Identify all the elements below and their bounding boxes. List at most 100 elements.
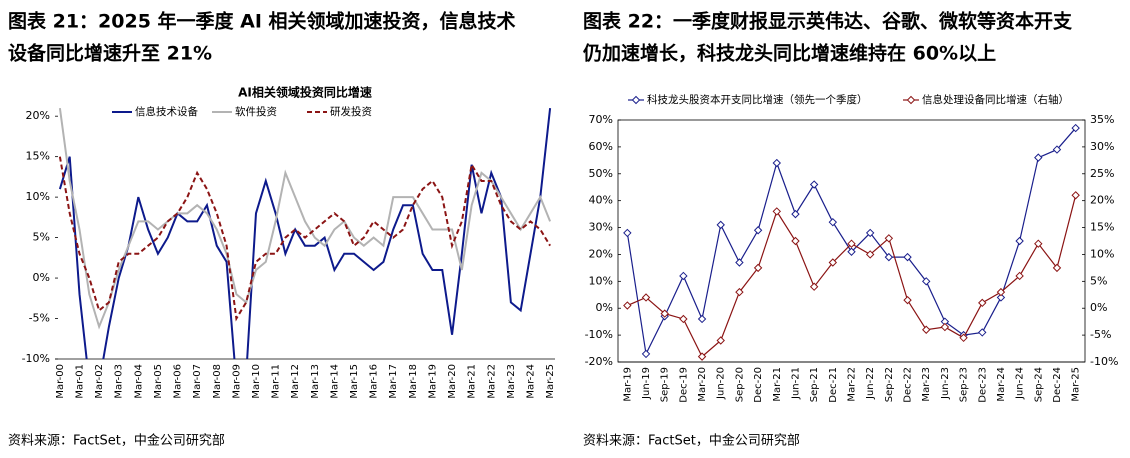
series-line (58, 107, 552, 330)
y2-tick-label: 35% (1090, 113, 1114, 126)
y2-tick-label: 25% (1090, 167, 1114, 180)
series-marker (697, 314, 707, 324)
y2-tick-label: -10% (1090, 355, 1118, 368)
series-marker (847, 239, 856, 248)
series-marker (828, 258, 838, 267)
series-marker (1052, 263, 1062, 273)
y-tick-label: 10% (589, 274, 613, 287)
x-tick-label: Mar-03 (114, 364, 125, 399)
y2-tick-label: 30% (1090, 140, 1114, 153)
y-tick-label: 50% (589, 167, 613, 180)
y2-tick-label: 0% (1090, 301, 1107, 314)
x-tick-label: Mar-17 (388, 364, 399, 399)
x-tick-label: Mar-15 (349, 364, 360, 399)
source: 资料来源：FactSet，中金公司研究部 (8, 433, 225, 449)
series-marker (623, 301, 632, 310)
y-tick-label: 0% (33, 271, 50, 284)
series-marker (1071, 123, 1080, 133)
source: 资料来源：FactSet，中金公司研究部 (583, 433, 800, 449)
series-marker (903, 252, 912, 262)
x-tick-label: Mar-00 (55, 364, 66, 399)
y-tick-label: 10% (26, 190, 50, 203)
series-marker (679, 271, 688, 281)
x-tick-label: Mar-06 (173, 364, 184, 399)
x-tick-label: Sep-23 (959, 367, 970, 402)
y2-tick-label: 20% (1090, 194, 1114, 207)
y2-tick-label: -5% (1090, 328, 1111, 341)
y2-tick-label: 10% (1090, 247, 1114, 260)
chart-title: AI相关领域投资同比增速 (238, 85, 372, 100)
x-tick-label: Mar-16 (369, 364, 380, 399)
legend-label: 信息处理设备同比增速（右轴） (922, 93, 1069, 106)
series-marker (847, 247, 856, 256)
x-tick-label: Mar-22 (486, 364, 497, 399)
series-marker (791, 209, 800, 219)
x-tick-label: Mar-22 (847, 367, 858, 402)
x-tick-label: Mar-01 (75, 364, 86, 399)
series-marker (1071, 191, 1080, 200)
series-marker (809, 282, 819, 291)
x-tick-label: Mar-23 (921, 367, 932, 402)
series-marker (903, 295, 912, 305)
series-marker (641, 349, 651, 359)
series-marker (884, 234, 894, 243)
heading: 图表 21：2025 年一季度 AI 相关领域加速投资，信息技术 (8, 10, 516, 33)
series-marker (753, 226, 763, 235)
legend-label: 研发投资 (330, 105, 372, 118)
series-marker (716, 336, 725, 345)
series-marker (735, 287, 744, 297)
y-tick-label: -5% (29, 312, 50, 325)
x-tick-label: Mar-19 (622, 367, 633, 402)
x-tick-label: Mar-24 (996, 367, 1007, 402)
x-tick-label: Jun-19 (641, 367, 652, 400)
series-marker (865, 250, 875, 259)
series-marker (716, 220, 725, 230)
series-marker (735, 258, 744, 267)
x-tick-label: Jun-21 (790, 367, 801, 400)
legend-marker (631, 95, 641, 105)
x-tick-label: Dec-22 (903, 367, 914, 403)
series-marker (660, 309, 669, 318)
legend-marker (906, 95, 916, 105)
x-tick-label: Mar-14 (329, 364, 340, 399)
x-tick-label: Dec-24 (1052, 367, 1063, 403)
x-tick-label: Mar-10 (251, 364, 262, 399)
series-line (58, 156, 551, 322)
series-line (58, 107, 552, 359)
series-marker (865, 228, 875, 238)
y-tick-label: 70% (589, 113, 613, 126)
x-tick-label: Mar-21 (772, 367, 783, 402)
series-marker (679, 314, 688, 324)
series-marker (959, 333, 968, 343)
y2-tick-label: 5% (1090, 274, 1107, 287)
x-tick-label: Mar-12 (290, 364, 301, 399)
y-tick-label: -10% (585, 328, 613, 341)
series-marker (791, 236, 800, 246)
series-marker (1052, 145, 1062, 154)
y2-tick-label: 15% (1090, 221, 1114, 234)
x-tick-label: Mar-08 (212, 364, 223, 399)
x-tick-label: Mar-21 (467, 364, 478, 399)
x-tick-label: Mar-09 (231, 364, 242, 399)
y-tick-label: 20% (26, 109, 50, 122)
series-marker (1034, 153, 1043, 162)
series-marker (1015, 236, 1024, 246)
x-tick-label: Mar-24 (525, 364, 536, 399)
x-tick-label: Sep-19 (660, 367, 671, 402)
y-tick-label: -20% (585, 355, 613, 368)
series-marker (884, 252, 894, 262)
x-tick-label: Mar-07 (192, 364, 203, 399)
x-tick-label: Mar-05 (153, 364, 164, 399)
legend-label: 软件投资 (235, 105, 277, 118)
y-tick-label: 60% (589, 140, 613, 153)
x-tick-label: Mar-19 (427, 364, 438, 399)
series-marker (978, 298, 987, 308)
series-marker (623, 228, 632, 238)
y-tick-label: 30% (589, 221, 613, 234)
series-marker (809, 180, 819, 189)
x-tick-label: Sep-20 (734, 367, 745, 402)
series-marker (922, 325, 931, 334)
heading: 设备同比增速升至 21% (8, 42, 212, 65)
heading: 仍加速增长，科技龙头同比增速维持在 60%以上 (583, 42, 996, 65)
x-tick-label: Mar-23 (506, 364, 517, 399)
